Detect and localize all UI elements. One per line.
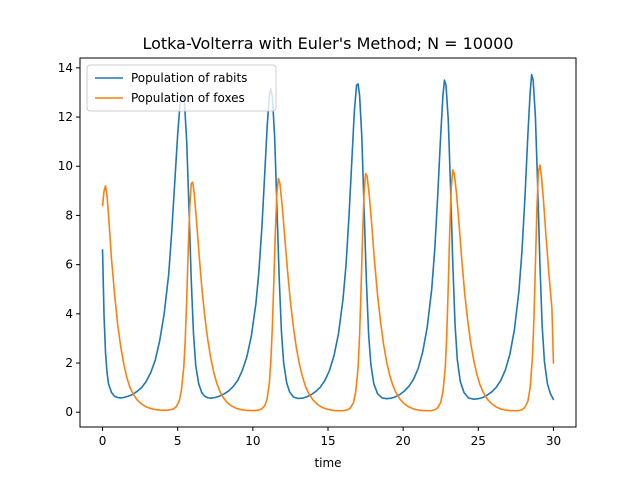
series-line-1 [101, 73, 555, 401]
y-tick-label: 6 [65, 258, 73, 272]
x-tick-label: 0 [99, 434, 107, 448]
plot-frame [79, 57, 577, 428]
series-line-2 [101, 164, 555, 412]
x-tick-label: 20 [396, 434, 411, 448]
x-axis-label: time [314, 456, 341, 470]
legend-label-2: Population of foxes [131, 91, 245, 105]
y-tick-label: 2 [65, 356, 73, 370]
y-tick-label: 10 [58, 159, 73, 173]
chart-title: Lotka-Volterra with Euler's Method; N = … [142, 34, 513, 53]
x-tick-label: 5 [174, 434, 182, 448]
y-tick-label: 12 [58, 110, 73, 124]
legend-box [86, 64, 277, 112]
x-tick-label: 25 [471, 434, 486, 448]
y-tick-label: 14 [58, 61, 73, 75]
y-tick-label: 8 [65, 208, 73, 222]
x-tick-label: 30 [546, 434, 561, 448]
legend-label-1: Population of rabits [131, 71, 247, 85]
y-tick-label: 0 [65, 405, 73, 419]
x-axis: 0 5 10 15 20 25 30 [99, 427, 561, 448]
y-tick-label: 4 [65, 307, 73, 321]
x-tick-label: 15 [320, 434, 335, 448]
x-tick-label: 10 [245, 434, 260, 448]
plot-area [101, 73, 555, 412]
y-axis: 0 2 4 6 8 10 12 14 [58, 61, 80, 419]
legend: Population of rabits Population of foxes [86, 64, 277, 112]
